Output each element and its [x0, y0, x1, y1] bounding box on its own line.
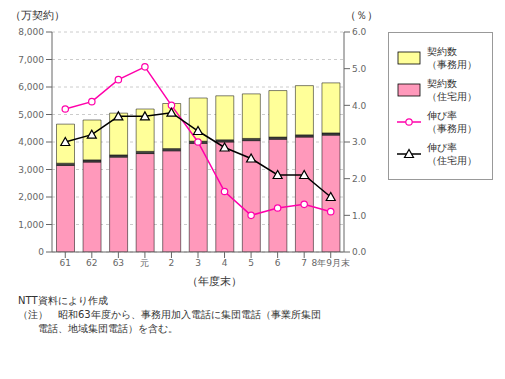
- svg-text:5: 5: [248, 258, 254, 268]
- svg-text:3.0: 3.0: [352, 137, 367, 147]
- svg-text:6: 6: [275, 258, 281, 268]
- svg-text:61: 61: [60, 258, 71, 268]
- html-text:（住宅用）: （住宅用）: [427, 91, 477, 102]
- svg-text:1.0: 1.0: [352, 211, 367, 221]
- html-text:（住宅用）: （住宅用）: [427, 155, 477, 166]
- svg-text:5,000: 5,000: [18, 110, 44, 120]
- svg-text:0.0: 0.0: [352, 247, 367, 257]
- svg-text:63: 63: [113, 258, 124, 268]
- html-text:（万契約）: （万契約）: [10, 9, 65, 22]
- svg-text:7,000: 7,000: [18, 55, 44, 65]
- html-text:NTT資料により作成: NTT資料により作成: [18, 295, 108, 306]
- html-text:（事務用）: （事務用）: [427, 123, 477, 134]
- svg-text:3,000: 3,000: [18, 165, 44, 175]
- html-text:契約数: 契約数: [427, 46, 457, 57]
- svg-text:0: 0: [38, 247, 44, 257]
- html-text:電話、地域集団電話）を含む。: 電話、地域集団電話）を含む。: [18, 323, 178, 334]
- svg-text:4,000: 4,000: [18, 137, 44, 147]
- svg-text:6.0: 6.0: [352, 27, 367, 37]
- svg-text:8,000: 8,000: [18, 27, 44, 37]
- svg-text:4.0: 4.0: [352, 101, 367, 111]
- svg-text:元: 元: [140, 258, 149, 268]
- html-text:伸び率: 伸び率: [427, 110, 457, 121]
- html-text:（事務用）: （事務用）: [427, 59, 477, 70]
- svg-text:7: 7: [301, 258, 307, 268]
- html-text:伸び率: 伸び率: [427, 142, 457, 153]
- svg-text:5.0: 5.0: [352, 64, 367, 74]
- svg-text:8年9月末: 8年9月末: [312, 258, 350, 268]
- svg-text:4: 4: [222, 258, 228, 268]
- html-text:（注） 昭和63年度から、事務用加入電話に集団電話（事業所集: （注） 昭和63年度から、事務用加入電話に集団電話（事業所集団: [18, 309, 321, 320]
- svg-text:1,000: 1,000: [18, 220, 44, 230]
- svg-text:62: 62: [86, 258, 97, 268]
- svg-text:2: 2: [169, 258, 175, 268]
- svg-text:3: 3: [195, 258, 201, 268]
- svg-text:2,000: 2,000: [18, 192, 44, 202]
- svg-text:2.0: 2.0: [352, 174, 367, 184]
- html-text:（年度末）: （年度末）: [186, 275, 242, 288]
- svg-text:6,000: 6,000: [18, 82, 44, 92]
- html-text:契約数: 契約数: [427, 78, 457, 89]
